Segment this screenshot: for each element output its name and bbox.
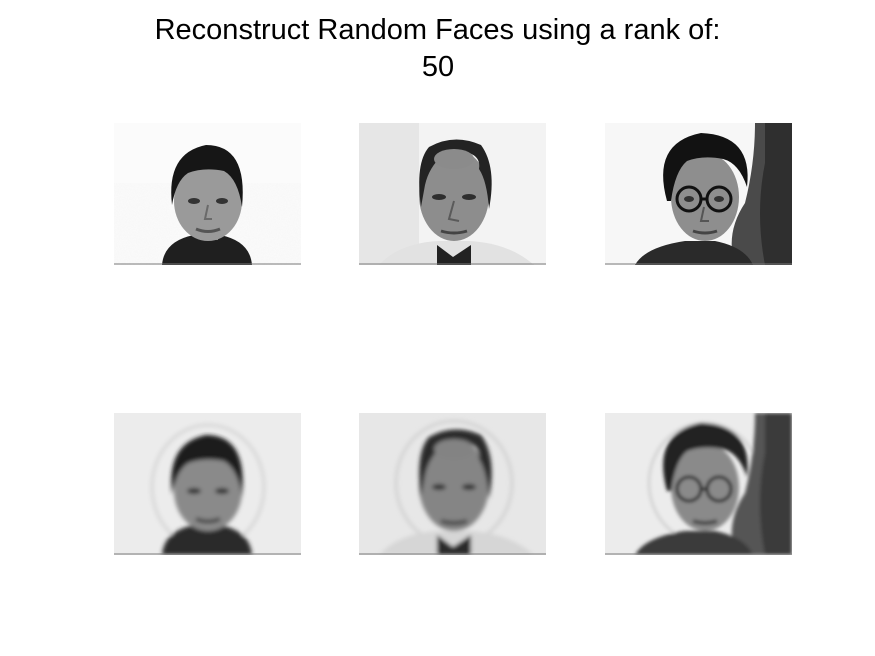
face-image [605,413,792,555]
reconstructed-face-3 [605,413,792,555]
face-image [605,123,792,265]
face-image [114,413,301,555]
reconstructed-face-1 [114,413,301,555]
reconstructed-face-2 [359,413,546,555]
figure-title-rank-value: 50 [421,51,455,83]
figure-title-line-1: Reconstruct Random Faces using a rank of… [154,14,721,46]
face-image [114,123,301,265]
face-image [359,413,546,555]
original-face-3 [605,123,792,265]
original-face-2 [359,123,546,265]
figure-title: Reconstruct Random Faces using a rank of… [0,12,875,86]
original-face-1 [114,123,301,265]
face-image [359,123,546,265]
